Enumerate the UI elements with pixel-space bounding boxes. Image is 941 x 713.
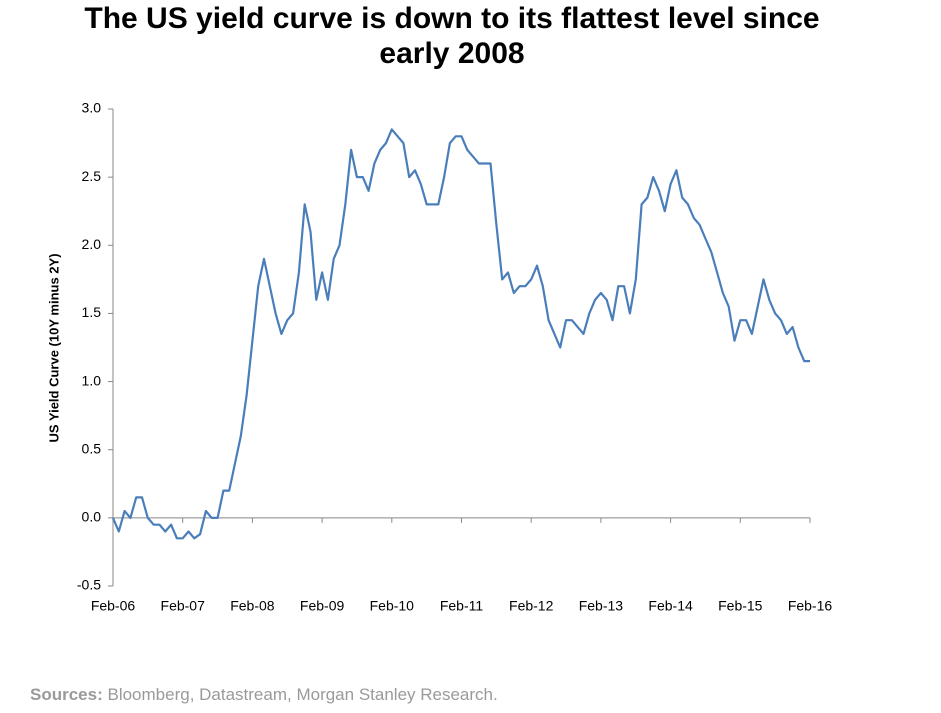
x-tick-label: Feb-14 — [648, 598, 693, 614]
x-tick-label: Feb-16 — [788, 598, 833, 614]
x-tick-label: Feb-07 — [161, 598, 206, 614]
y-tick-label: 0.0 — [82, 509, 102, 525]
y-tick-label: 1.0 — [82, 372, 102, 388]
source-label: Sources: — [30, 685, 103, 704]
y-axis-label: US Yield Curve (10Y minus 2Y) — [46, 253, 61, 442]
y-tick-label: 2.0 — [82, 236, 102, 252]
y-tick-label: 3.0 — [82, 100, 102, 116]
x-tick-label: Feb-13 — [579, 598, 624, 614]
y-tick-label: 2.5 — [82, 168, 102, 184]
y-tick-label: -0.5 — [77, 577, 101, 593]
x-tick-label: Feb-08 — [230, 598, 275, 614]
source-text: Bloomberg, Datastream, Morgan Stanley Re… — [107, 685, 497, 704]
y-tick-label: 0.5 — [82, 440, 102, 456]
chart-title: early 2008 — [379, 37, 524, 70]
x-tick-label: Feb-12 — [509, 598, 554, 614]
line — [111, 128, 810, 540]
x-tick-label: Feb-10 — [370, 598, 415, 614]
x-tick-label: Feb-09 — [300, 598, 345, 614]
source: Sources: Bloomberg, Datastream, Morgan S… — [30, 685, 498, 704]
x-tick-label: Feb-11 — [440, 598, 484, 614]
chart-title: The US yield curve is down to its flatte… — [84, 2, 819, 35]
x-tick-label: Feb-15 — [718, 598, 763, 614]
y-tick-label: 1.5 — [82, 304, 102, 320]
x-tick-label: Feb-06 — [91, 598, 136, 614]
